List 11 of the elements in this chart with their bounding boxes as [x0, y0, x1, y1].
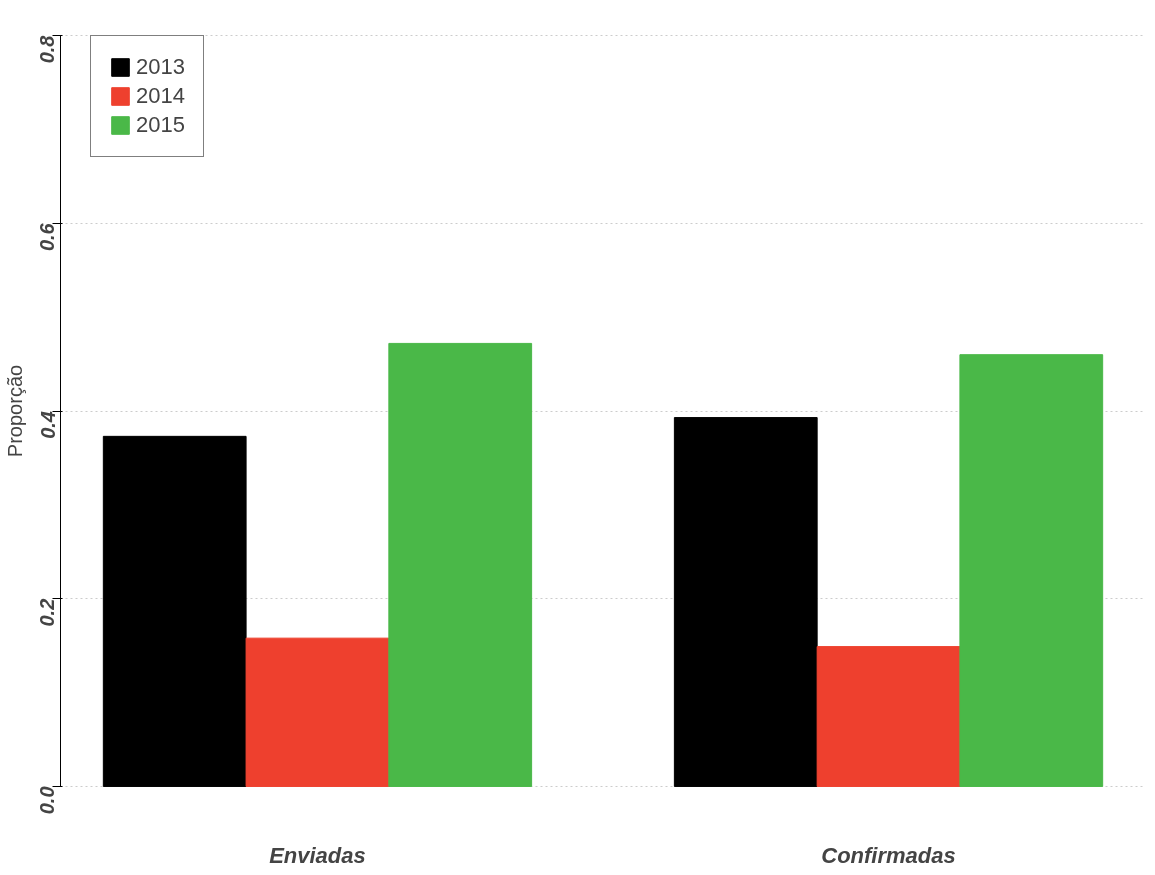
y-axis-title: Proporção: [3, 364, 26, 458]
y-tick-label: 0.4: [36, 410, 59, 439]
legend-label: 2014: [136, 83, 185, 109]
x-tick-label: Enviadas: [269, 842, 366, 868]
y-tick-label: 0.0: [36, 786, 59, 815]
y-tick-label: 0.2: [36, 598, 59, 627]
y-tick-label: 0.8: [36, 34, 59, 64]
legend-label: 2013: [136, 54, 185, 80]
y-tick-label: 0.6: [36, 222, 59, 252]
legend-label: 2015: [136, 112, 185, 138]
x-tick-label: Confirmadas: [821, 842, 956, 868]
